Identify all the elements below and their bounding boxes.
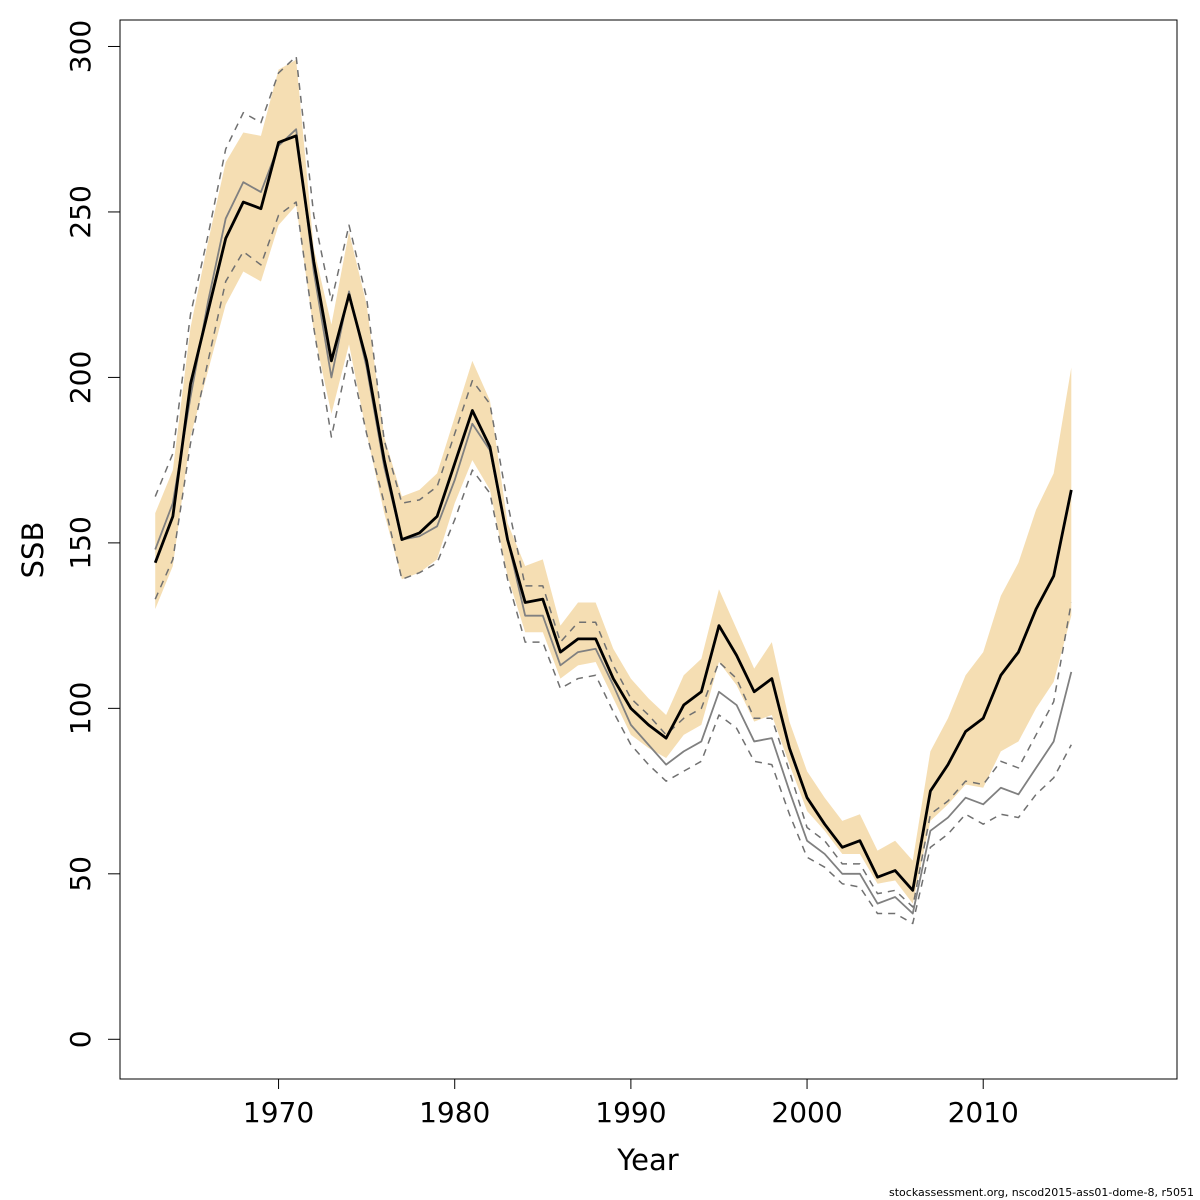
y-tick-label: 50 [64,856,97,892]
series-line-alt-upper [154,55,1073,908]
y-tick-label: 150 [64,516,97,569]
y-tick-label: 300 [64,20,97,73]
x-axis: 1970 1980 1990 2000 2010 [243,1078,1019,1129]
x-tick-label: 2000 [771,1096,842,1129]
y-axis-title: SSB [16,522,50,579]
series-line-alt-lower [154,201,1072,925]
x-tick-label: 1980 [419,1096,490,1129]
confidence-band-layer [155,59,1072,904]
y-tick-label: 250 [64,185,97,238]
y-tick-label: 100 [64,682,97,735]
y-axis: 0 50 100 150 200 250 300 [64,20,121,1048]
y-tick-label: 0 [64,1030,97,1048]
y-tick-label: 200 [64,351,97,404]
series-lines-layer [153,55,1073,925]
x-tick-label: 2010 [948,1096,1019,1129]
x-axis-title: Year [616,1143,678,1177]
footer-credit: stockassessment.org, nscod2015-ass01-dom… [889,1186,1194,1199]
x-tick-label: 1970 [243,1096,314,1129]
ssb-confidence-band [155,59,1072,904]
series-line-main [153,134,1073,892]
x-tick-label: 1990 [595,1096,666,1129]
